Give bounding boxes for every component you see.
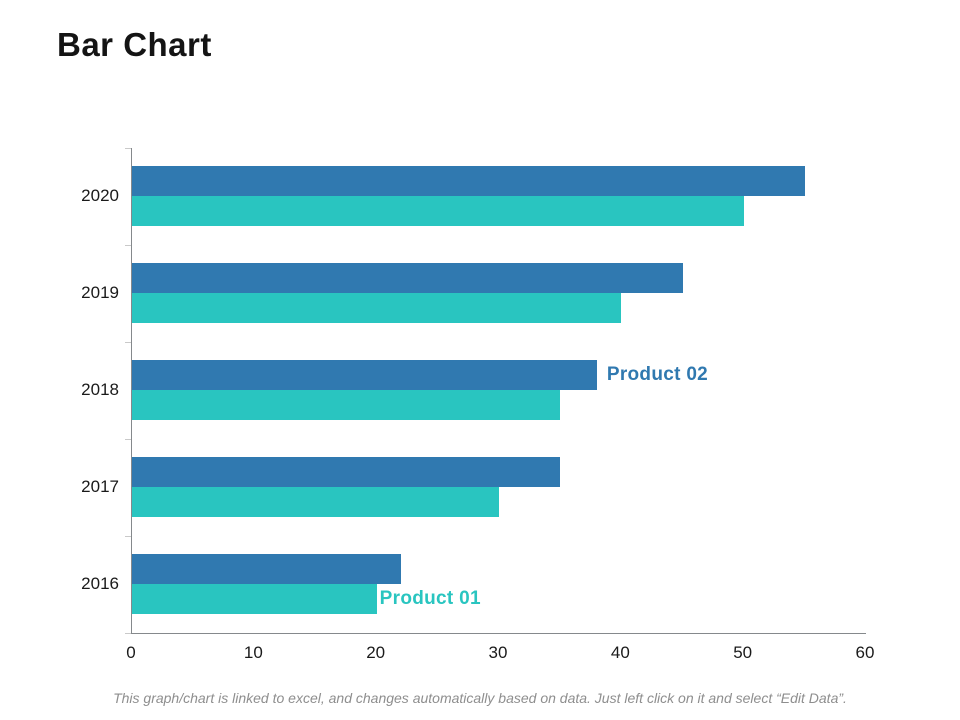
y-axis-tick — [125, 633, 131, 634]
x-tick-label-50: 50 — [733, 643, 753, 662]
y-axis-tick — [125, 342, 131, 343]
category-label-2017: 2017 — [81, 477, 119, 496]
x-tick-label-20: 20 — [366, 643, 386, 662]
category-label-2020: 2020 — [81, 186, 119, 205]
y-axis-tick — [125, 439, 131, 440]
category-label-2019: 2019 — [81, 283, 119, 302]
bar-product-02-2020 — [132, 166, 805, 196]
category-label-2016: 2016 — [81, 574, 119, 593]
series-label-product-02: Product 02 — [606, 364, 709, 385]
bar-product-01-2016 — [132, 584, 377, 614]
y-axis-tick — [125, 148, 131, 149]
bar-product-02-2018 — [132, 360, 597, 390]
footnote: This graph/chart is linked to excel, and… — [113, 690, 847, 706]
chart-plot-area[interactable]: 2020 2019 Product 02 2018 2017 Product 01 2016 — [81, 148, 866, 634]
page-title: Bar Chart — [57, 26, 212, 63]
x-axis: 0 10 20 30 40 50 60 — [126, 643, 874, 665]
x-tick-label-60: 60 — [855, 643, 875, 662]
bar-product-01-2018 — [132, 390, 561, 420]
category-label-2018: 2018 — [81, 380, 119, 399]
bar-product-01-2017 — [132, 487, 499, 517]
bar-product-02-2019 — [132, 263, 683, 293]
x-tick-label-0: 0 — [126, 643, 136, 662]
bar-product-01-2020 — [132, 196, 744, 226]
y-axis-tick — [125, 536, 131, 537]
x-tick-label-10: 10 — [243, 643, 263, 662]
x-tick-label-30: 30 — [488, 643, 508, 662]
y-axis-tick — [125, 245, 131, 246]
bar-product-01-2019 — [132, 293, 622, 323]
bar-product-02-2016 — [132, 554, 402, 584]
x-tick-label-40: 40 — [610, 643, 630, 662]
series-label-product-01: Product 01 — [379, 588, 481, 609]
bar-product-02-2017 — [132, 457, 561, 487]
